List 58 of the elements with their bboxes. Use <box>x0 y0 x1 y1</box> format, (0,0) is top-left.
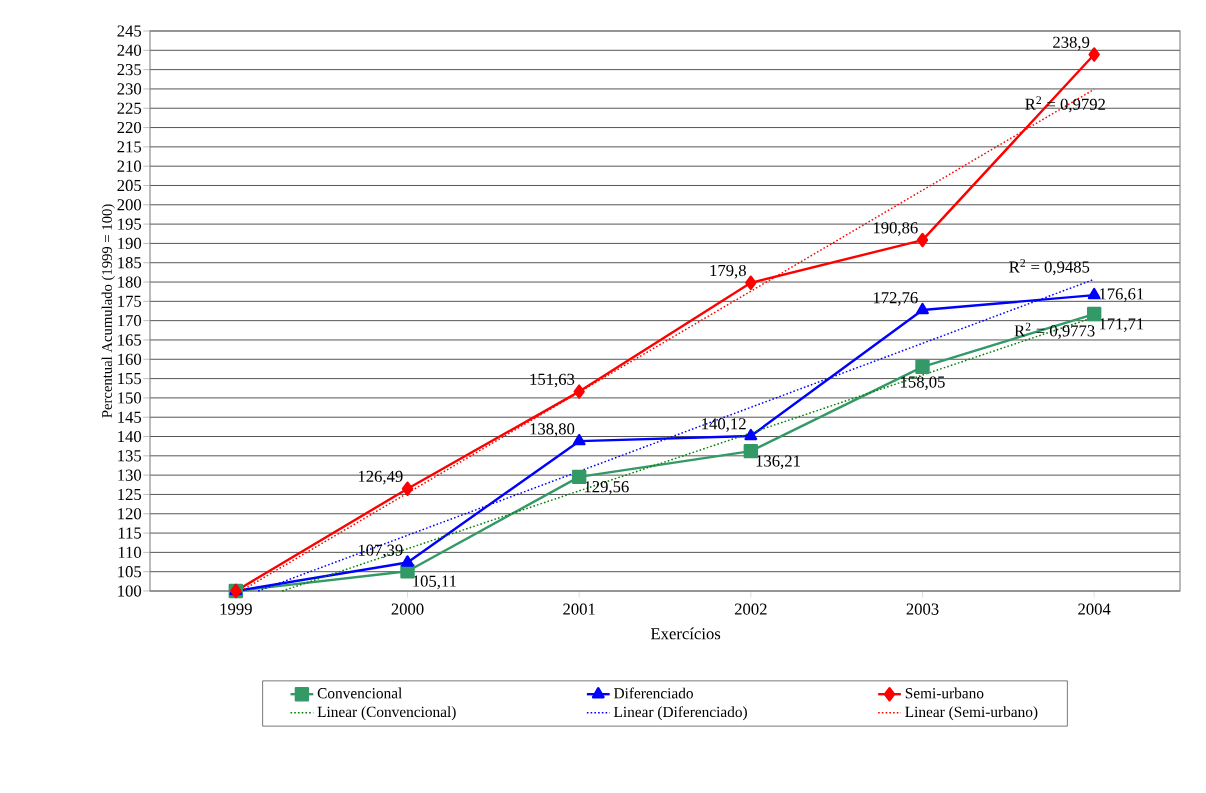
y-tick-label: 160 <box>118 353 142 365</box>
y-axis-title: Percentual Acumulado (1999 = 100) <box>101 204 115 418</box>
y-tick-label: 200 <box>117 199 142 211</box>
y-tick-label: 110 <box>118 546 142 559</box>
y-tick-label: 100 <box>118 585 142 597</box>
data-label: 179,8 <box>710 264 746 279</box>
y-tick-label: 195 <box>118 218 142 230</box>
data-label: 171,71 <box>1099 318 1144 332</box>
y-tick-label: 235 <box>117 64 142 76</box>
y-tick-label: 230 <box>117 83 142 95</box>
y-tick-label: 130 <box>118 469 142 481</box>
y-tick-label: 205 <box>117 179 142 192</box>
x-tick-label: 2003 <box>906 603 939 615</box>
data-label: 158,05 <box>901 376 945 391</box>
annotation: R$^{2}$ = 0,9485 <box>1009 258 1090 276</box>
y-tick-label: 145 <box>118 411 142 423</box>
x-tick-label: 1999 <box>220 603 252 615</box>
y-tick-label: 210 <box>117 160 142 172</box>
y-tick-label: 175 <box>118 295 142 307</box>
legend-label: Linear (Semi-urbano) <box>905 706 1038 721</box>
data-label: 176,61 <box>1099 288 1144 302</box>
x-tick-label: 2004 <box>1078 603 1111 615</box>
y-tick-label: 125 <box>118 488 142 501</box>
y-tick-label: 140 <box>118 430 142 443</box>
y-tick-label: 120 <box>118 508 142 520</box>
legend-label: Convencional <box>317 687 402 699</box>
y-tick-label: 155 <box>118 373 142 385</box>
y-tick-label: 170 <box>118 315 142 327</box>
data-label: 140,12 <box>702 418 746 432</box>
y-tick-label: 220 <box>117 121 142 134</box>
x-axis-title: Exercícios <box>650 627 721 640</box>
y-tick-label: 215 <box>117 141 142 153</box>
y-tick-label: 190 <box>118 237 142 250</box>
y-tick-label: 105 <box>118 566 142 578</box>
data-label: 238,9 <box>1053 36 1090 51</box>
legend-label: Diferenciado <box>613 687 693 699</box>
data-label: 105,11 <box>413 575 456 590</box>
y-tick-label: 185 <box>118 257 142 269</box>
x-tick-label: 2002 <box>734 603 767 615</box>
x-tick-label: 2001 <box>563 603 595 615</box>
y-tick-label: 225 <box>117 102 142 114</box>
y-tick-label: 180 <box>118 276 142 288</box>
legend-label: Semi-urbano <box>905 687 984 699</box>
y-tick-label: 135 <box>118 450 142 462</box>
y-tick-label: 150 <box>118 392 142 404</box>
data-label: 138,80 <box>530 423 575 437</box>
data-label: 190,86 <box>873 222 918 236</box>
legend-label: Linear (Convencional) <box>317 706 456 721</box>
y-tick-label: 240 <box>117 44 142 56</box>
y-tick-label: 165 <box>118 334 142 346</box>
y-tick-label: 245 <box>117 25 142 37</box>
x-tick-label: 2000 <box>391 603 424 615</box>
data-label: 129,56 <box>584 481 629 495</box>
legend-label: Linear (Diferenciado) <box>613 706 747 721</box>
data-label: 126,49 <box>358 470 403 485</box>
y-tick-label: 115 <box>118 527 142 539</box>
data-label: 172,76 <box>873 292 918 306</box>
data-label: 136,21 <box>756 455 800 470</box>
